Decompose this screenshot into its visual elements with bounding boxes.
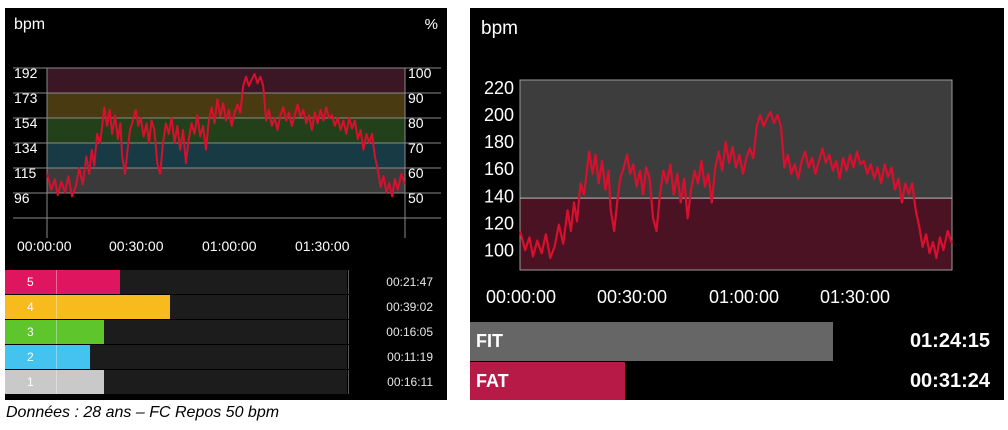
time-tick-label: 00:00:00 [486, 287, 556, 307]
zone-row: 5 00:21:47 [5, 270, 447, 294]
bpm-tick-label: 134 [14, 140, 38, 156]
zone-time: 00:11:19 [348, 345, 447, 369]
fat-label: FAT [476, 371, 509, 391]
bpm-tick-label: 220 [484, 78, 514, 98]
fit-fat-heart-rate-graph: 220 200 180 160 140 120 100 00:00:00 00:30:00 01:… [484, 78, 954, 307]
fit-fat-panel: bpm 220 200 180 160 140 120 100 00:00:00 00:30:0… [470, 8, 1004, 400]
bpm-tick-label: 154 [14, 115, 38, 131]
heart-rate-line [518, 110, 954, 260]
percent-tick-label: 80 [408, 115, 424, 131]
time-tick-label: 00:30:00 [597, 287, 667, 307]
fat-progress-bar [470, 362, 625, 400]
bpm-tick-label: 140 [484, 186, 514, 206]
zones-heart-rate-graph: 192 173 154 134 115 96 100 90 80 70 60 50 00:00:00 00… [13, 65, 441, 254]
heart-rate-line [46, 72, 406, 198]
bpm-tick-label: 200 [484, 105, 514, 125]
fit-row: FIT 01:24:15 [470, 322, 1004, 361]
time-tick-label: 01:30:00 [820, 287, 890, 307]
fat-time: 00:31:24 [909, 370, 990, 392]
zone-time: 00:16:05 [348, 320, 447, 344]
bpm-tick-label: 96 [14, 190, 30, 206]
zone-row: 3 00:16:05 [5, 320, 447, 344]
zone-number: 5 [5, 270, 57, 294]
percent-tick-label: 60 [408, 165, 424, 181]
bpm-tick-label: 120 [484, 214, 514, 234]
bpm-tick-label: 100 [484, 241, 514, 261]
bpm-unit-label: bpm [14, 16, 46, 33]
zone-time: 00:21:47 [348, 270, 447, 294]
zone-band [47, 93, 405, 118]
time-tick-label: 01:00:00 [202, 238, 257, 254]
zone-bar-track [57, 345, 347, 369]
fit-progress-bar [470, 322, 833, 361]
fit-time: 01:24:15 [909, 330, 990, 352]
fit-label: FIT [476, 331, 503, 351]
zone-duration-bar [57, 345, 90, 369]
zone-band [47, 168, 405, 193]
zone-number: 2 [5, 345, 57, 369]
zone-row: 4 00:39:02 [5, 295, 447, 319]
fat-row: FAT 00:31:24 [470, 362, 1004, 400]
zone-duration-bar [57, 295, 170, 319]
zone-band [47, 143, 405, 168]
zone-time: 00:39:02 [348, 295, 447, 319]
zone-row: 1 00:16:11 [5, 370, 447, 394]
zone-duration-bar [57, 320, 104, 344]
zone-row: 2 00:11:19 [5, 345, 447, 369]
zone-duration-bar [57, 370, 104, 394]
zone-duration-bar [57, 270, 120, 294]
zone-number: 3 [5, 320, 57, 344]
zone-band [47, 68, 405, 93]
bpm-tick-label: 173 [14, 90, 38, 106]
percent-tick-label: 70 [408, 140, 424, 156]
plot-frame [519, 79, 953, 271]
bpm-tick-label: 115 [14, 165, 37, 181]
bpm-tick-label: 160 [484, 159, 514, 179]
caption: Données : 28 ans – FC Repos 50 bpm [6, 404, 280, 421]
time-tick-label: 01:30:00 [295, 238, 350, 254]
bpm-tick-label: 180 [484, 132, 514, 152]
percent-unit-label: % [424, 16, 438, 33]
time-tick-label: 00:00:00 [17, 238, 72, 254]
zones-panel: bpm % 192 173 154 134 115 96 100 90 80 70 60 50 00:0… [5, 8, 447, 400]
time-tick-label: 00:30:00 [109, 238, 164, 254]
bpm-tick-label: 192 [14, 65, 38, 81]
time-tick-label: 01:00:00 [709, 287, 779, 307]
zone-bar-track [57, 320, 347, 344]
percent-tick-label: 50 [408, 190, 424, 206]
zone-bar-track [57, 370, 347, 394]
percent-tick-label: 90 [408, 90, 424, 106]
zone-time: 00:16:11 [348, 370, 447, 394]
percent-tick-label: 100 [408, 65, 432, 81]
zone-number: 1 [5, 370, 57, 394]
zone-number: 4 [5, 295, 57, 319]
below-threshold-area [520, 198, 952, 270]
zone-bands [47, 68, 405, 193]
bpm-unit-label-right: bpm [481, 18, 518, 39]
